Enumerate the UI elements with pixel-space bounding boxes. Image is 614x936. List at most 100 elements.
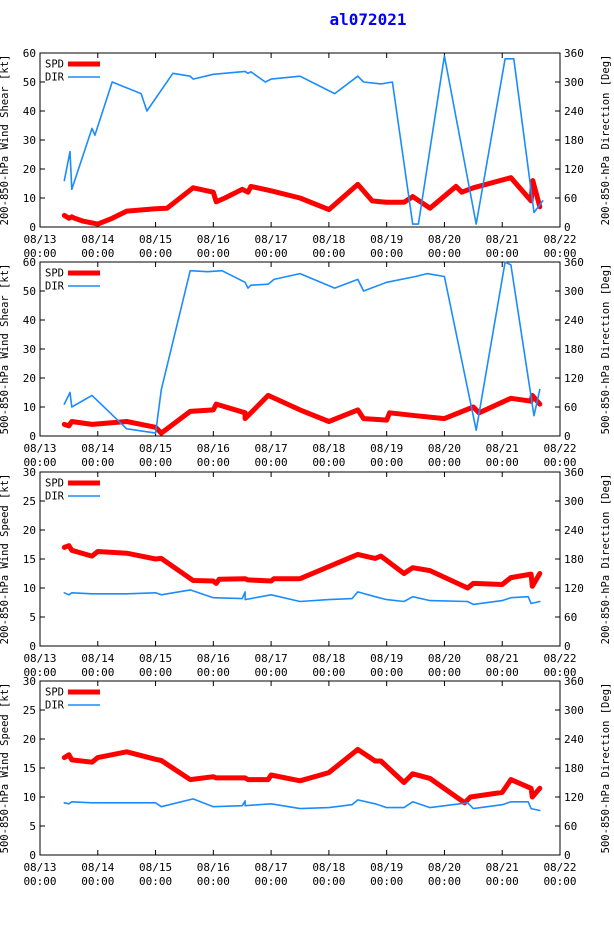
y-tick-label-right: 60 — [564, 401, 577, 414]
speed-series-line — [61, 175, 543, 227]
y-tick-label-left: 60 — [23, 256, 36, 269]
y-tick-label-right: 0 — [564, 640, 571, 653]
y-tick-label-left: 60 — [23, 47, 36, 60]
plot-frame — [39, 680, 561, 856]
y-tick-label-right: 0 — [564, 849, 571, 862]
y-tick-label-right: 60 — [564, 192, 577, 205]
y-axis-label-left: 200-850-hPa Wind Speed [kt] — [0, 474, 11, 645]
y-tick-label-left: 50 — [23, 285, 36, 298]
x-tick-label-date: 08/22 — [543, 861, 576, 874]
y-axis-label-left: 200-850-hPa Wind Shear [kt] — [0, 55, 11, 226]
x-tick-label-time: 00:00 — [81, 875, 114, 888]
x-tick-label-time: 00:00 — [486, 875, 519, 888]
x-tick-label-time: 00:00 — [255, 456, 288, 469]
x-tick-label-time: 00:00 — [197, 247, 230, 260]
x-tick-label-time: 00:00 — [543, 666, 576, 679]
x-tick-label-date: 08/20 — [428, 861, 461, 874]
legend-label: SPD — [45, 478, 64, 490]
y-tick-label-left: 10 — [23, 192, 36, 205]
x-tick-label-time: 00:00 — [543, 875, 576, 888]
direction-series-line — [63, 55, 544, 225]
y-tick-label-right: 120 — [564, 791, 584, 804]
y-axis-label-right: 500-850-hPa Direction [Deg] — [600, 264, 612, 435]
y-tick-label-right: 0 — [564, 430, 571, 443]
direction-series-line — [63, 261, 541, 434]
x-tick-label-time: 00:00 — [312, 666, 345, 679]
legend-label: DIR — [45, 700, 65, 712]
x-tick-label-time: 00:00 — [139, 875, 172, 888]
x-tick-label-date: 08/14 — [81, 652, 114, 665]
x-tick-label-date: 08/16 — [197, 652, 230, 665]
y-tick-label-left: 20 — [23, 733, 36, 746]
y-tick-label-left: 5 — [29, 820, 36, 833]
legend-label: DIR — [45, 72, 65, 84]
y-tick-label-left: 15 — [23, 553, 36, 566]
speed-series-line — [61, 543, 543, 591]
legend-label: DIR — [45, 281, 65, 293]
legend-label: SPD — [45, 687, 64, 699]
x-tick-label-date: 08/15 — [139, 233, 172, 246]
x-tick-label-date: 08/22 — [543, 442, 576, 455]
x-tick-label-date: 08/17 — [255, 861, 288, 874]
chart-panel-1: 010203040506006012018024030036008/1300:0… — [0, 47, 612, 260]
x-tick-label-date: 08/15 — [139, 861, 172, 874]
y-tick-label-right: 360 — [564, 256, 584, 269]
y-tick-label-right: 300 — [564, 704, 584, 717]
x-tick-label-date: 08/17 — [255, 442, 288, 455]
x-tick-label-time: 00:00 — [428, 247, 461, 260]
x-tick-label-date: 08/18 — [312, 652, 345, 665]
y-axis-label-left: 500-850-hPa Wind Speed [kt] — [0, 683, 11, 854]
x-tick-label-date: 08/19 — [370, 861, 403, 874]
x-tick-label-time: 00:00 — [428, 875, 461, 888]
x-tick-label-time: 00:00 — [23, 875, 56, 888]
y-tick-label-right: 240 — [564, 524, 584, 537]
x-tick-label-time: 00:00 — [428, 456, 461, 469]
x-tick-label-date: 08/16 — [197, 442, 230, 455]
chart-panel-4: 05101520253006012018024030036008/1300:00… — [0, 675, 612, 888]
y-tick-label-right: 120 — [564, 582, 584, 595]
y-tick-label-right: 180 — [564, 553, 584, 566]
x-tick-label-date: 08/21 — [486, 861, 519, 874]
y-tick-label-left: 30 — [23, 675, 36, 688]
x-tick-label-date: 08/16 — [197, 861, 230, 874]
x-tick-label-date: 08/21 — [486, 442, 519, 455]
x-tick-label-date: 08/20 — [428, 233, 461, 246]
y-tick-label-left: 40 — [23, 314, 36, 327]
x-tick-label-time: 00:00 — [81, 456, 114, 469]
x-tick-label-time: 00:00 — [23, 666, 56, 679]
x-tick-label-time: 00:00 — [312, 247, 345, 260]
x-tick-label-date: 08/14 — [81, 861, 114, 874]
x-tick-label-time: 00:00 — [312, 875, 345, 888]
y-tick-label-right: 0 — [564, 221, 571, 234]
legend-label: SPD — [45, 268, 64, 280]
plot-frame — [39, 52, 561, 228]
x-tick-label-time: 00:00 — [197, 666, 230, 679]
legend-label: DIR — [45, 491, 65, 503]
x-tick-label-time: 00:00 — [543, 247, 576, 260]
y-tick-label-left: 20 — [23, 524, 36, 537]
y-tick-label-left: 0 — [29, 640, 36, 653]
x-tick-label-time: 00:00 — [139, 456, 172, 469]
x-tick-label-date: 08/15 — [139, 442, 172, 455]
y-tick-label-left: 25 — [23, 704, 36, 717]
y-tick-label-left: 15 — [23, 762, 36, 775]
figure-title: al072021 — [329, 10, 406, 29]
plot-frame — [39, 471, 561, 647]
x-tick-label-date: 08/16 — [197, 233, 230, 246]
y-axis-label-right: 200-850-hPa Direction [Deg] — [600, 474, 612, 645]
x-tick-label-time: 00:00 — [255, 666, 288, 679]
y-axis-label-left: 500-850-hPa Wind Shear [kt] — [0, 264, 11, 435]
y-tick-label-right: 180 — [564, 134, 584, 147]
x-tick-label-time: 00:00 — [312, 456, 345, 469]
y-tick-label-left: 0 — [29, 430, 36, 443]
y-tick-label-left: 30 — [23, 134, 36, 147]
y-tick-label-right: 120 — [564, 163, 584, 176]
x-tick-label-date: 08/19 — [370, 233, 403, 246]
x-tick-label-date: 08/14 — [81, 442, 114, 455]
x-tick-label-time: 00:00 — [139, 247, 172, 260]
legend-label: SPD — [45, 59, 64, 71]
x-tick-label-time: 00:00 — [197, 875, 230, 888]
y-tick-label-right: 240 — [564, 314, 584, 327]
y-tick-label-right: 60 — [564, 611, 577, 624]
